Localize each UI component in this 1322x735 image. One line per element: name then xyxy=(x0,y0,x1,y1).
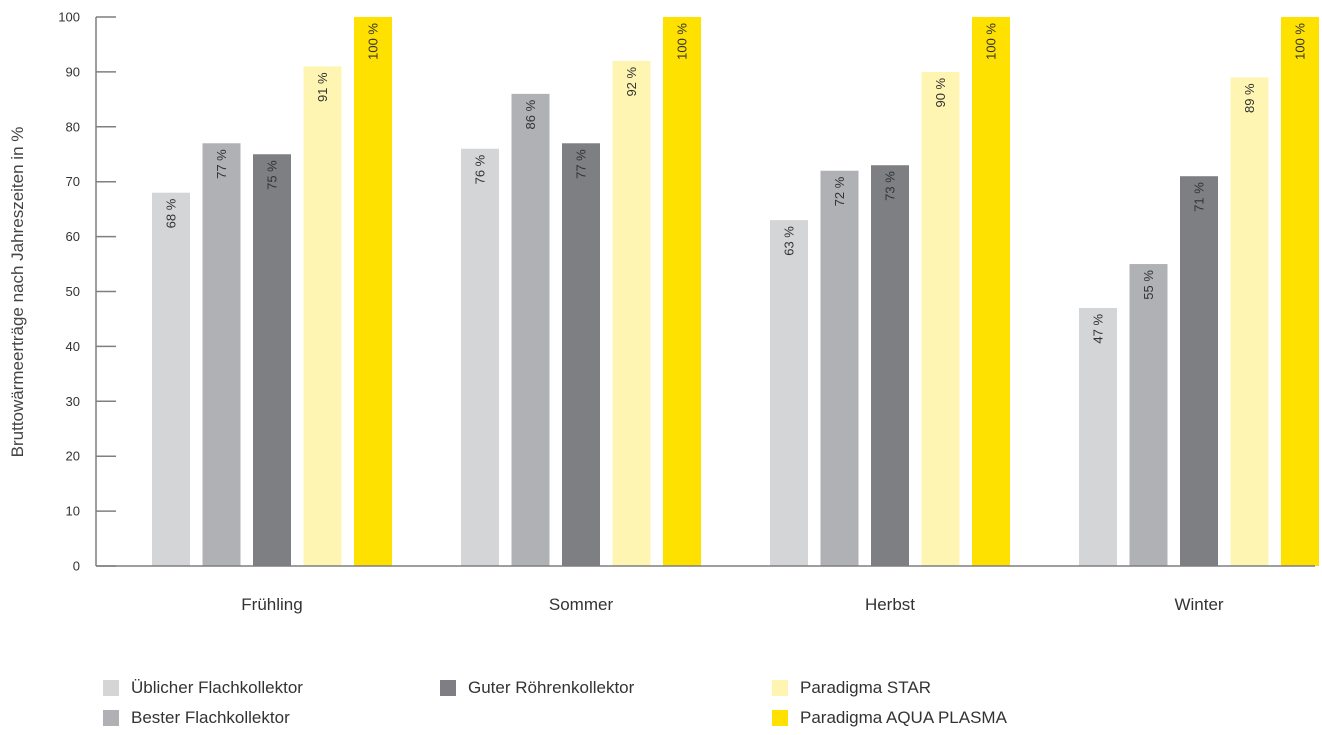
bar-data-label: 100 % xyxy=(675,23,690,60)
bar xyxy=(1079,307,1117,566)
bar xyxy=(562,143,600,566)
bar xyxy=(354,17,392,566)
bar xyxy=(1129,264,1168,566)
x-category-label: Frühling xyxy=(241,595,302,614)
bar-data-label: 73 % xyxy=(883,171,898,201)
y-tick-label: 40 xyxy=(66,339,80,354)
bar-data-label: 90 % xyxy=(933,77,948,107)
bar xyxy=(461,148,499,566)
y-tick-label: 50 xyxy=(66,284,80,299)
bar xyxy=(1180,176,1218,566)
bar-data-label: 77 % xyxy=(574,149,589,179)
x-category-label: Winter xyxy=(1174,595,1223,614)
x-category-label: Herbst xyxy=(865,595,915,614)
bar xyxy=(253,154,291,566)
bar xyxy=(612,60,651,567)
bar-data-label: 92 % xyxy=(624,66,639,96)
x-category-label: Sommer xyxy=(549,595,614,614)
bar-data-label: 86 % xyxy=(523,99,538,129)
bar xyxy=(663,17,701,566)
x-axis-categories: Frühling Sommer Herbst Winter xyxy=(241,595,1224,614)
bar xyxy=(511,93,550,567)
bar-data-label: 76 % xyxy=(473,154,488,184)
bar-data-labels: 68 % 77 % 75 % 91 % 100 % 76 % 86 % 77 % 92 % 100… xyxy=(164,23,1308,344)
bar xyxy=(820,170,859,566)
bar-data-label: 91 % xyxy=(315,72,330,102)
bar xyxy=(871,165,909,567)
bar xyxy=(921,71,960,567)
bars xyxy=(152,17,1319,567)
y-tick-label: 70 xyxy=(66,174,80,189)
bar xyxy=(1230,77,1269,566)
bar-data-label: 71 % xyxy=(1192,182,1207,212)
y-tick-label: 90 xyxy=(66,64,80,79)
bar xyxy=(972,17,1010,566)
y-tick-label: 10 xyxy=(66,504,80,519)
y-tick-label: 60 xyxy=(66,229,80,244)
bar-data-label: 72 % xyxy=(832,176,847,206)
y-axis-label: Bruttowärmeerträge nach Jahreszeiten in … xyxy=(8,127,27,458)
bar xyxy=(303,66,342,566)
y-tick-label: 80 xyxy=(66,119,80,134)
bar xyxy=(152,192,190,566)
y-tick-label: 30 xyxy=(66,394,80,409)
bar-data-label: 55 % xyxy=(1141,270,1156,300)
bar-data-label: 63 % xyxy=(782,226,797,256)
y-tick-label: 0 xyxy=(73,559,80,574)
y-tick-label: 20 xyxy=(66,449,80,464)
bar-data-label: 75 % xyxy=(265,160,280,190)
y-tick-label: 100 xyxy=(58,10,80,25)
bar-data-label: 68 % xyxy=(164,198,179,228)
bar-data-label: 77 % xyxy=(214,149,229,179)
bar-data-label: 47 % xyxy=(1091,314,1106,344)
y-axis-ticks: 0 10 20 30 40 50 60 70 80 90 100 xyxy=(58,10,116,574)
bar xyxy=(770,220,808,566)
bar-data-label: 100 % xyxy=(366,23,381,60)
bar xyxy=(1281,17,1319,566)
bar-data-label: 89 % xyxy=(1242,83,1257,113)
bar-data-label: 100 % xyxy=(984,23,999,60)
bar-data-label: 100 % xyxy=(1293,23,1308,60)
bar xyxy=(202,143,241,566)
